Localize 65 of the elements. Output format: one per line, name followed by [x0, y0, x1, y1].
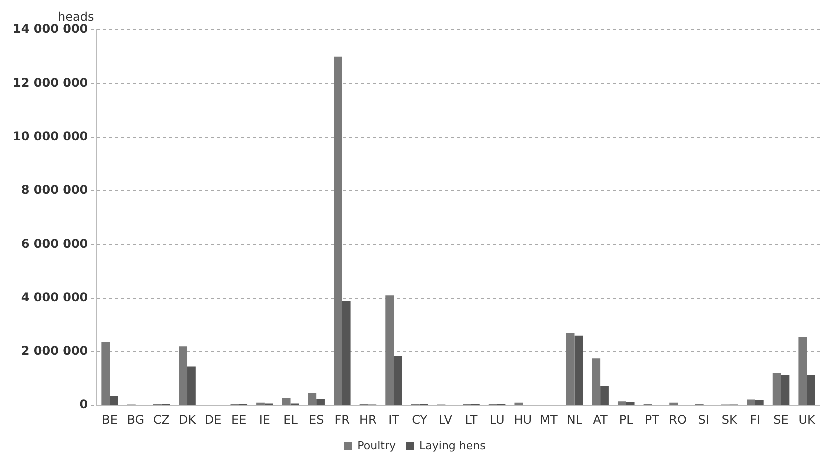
y-tick-label: 6 000 000: [21, 236, 88, 251]
legend-label: Poultry: [358, 439, 396, 452]
x-tick-label: HR: [360, 412, 377, 427]
x-tick-label: SE: [774, 412, 789, 427]
bar: [188, 366, 196, 406]
x-tick-label: LT: [465, 412, 478, 427]
x-tick-label: FR: [334, 412, 350, 427]
y-tick-label: 0: [80, 398, 88, 412]
bar: [592, 358, 601, 406]
x-tick-label: EL: [284, 412, 298, 427]
y-tick-label: 2 000 000: [21, 344, 88, 358]
x-tick-label: DE: [204, 412, 222, 427]
bar: [342, 300, 351, 406]
bar: [394, 356, 402, 406]
bar: [256, 402, 265, 406]
x-tick-label: LU: [490, 412, 505, 427]
bar: [600, 386, 609, 406]
x-tick-label: UK: [798, 412, 817, 427]
x-tick-label: IE: [259, 412, 271, 427]
bar: [798, 337, 808, 406]
y-axis-title: heads: [58, 10, 94, 24]
x-tick-label: PL: [619, 412, 634, 427]
x-tick-label: ES: [308, 412, 324, 427]
bar: [807, 376, 816, 406]
x-tick-label: SK: [722, 412, 739, 427]
bar: [316, 399, 325, 406]
bar: [574, 336, 584, 406]
x-tick-label: HU: [514, 412, 532, 427]
y-tick-label: 10 000 000: [12, 129, 88, 144]
bar: [110, 396, 118, 406]
x-tick-label: IT: [388, 412, 400, 427]
x-tick-label: PT: [644, 412, 660, 427]
x-tick-label: CY: [412, 412, 428, 427]
bar: [514, 402, 524, 406]
x-tick-label: FI: [750, 412, 761, 427]
x-tick-label: SI: [698, 412, 710, 427]
bar: [566, 333, 575, 406]
y-tick-label: 4 000 000: [21, 290, 88, 304]
x-tick-label: BG: [127, 412, 145, 427]
bar: [747, 400, 756, 406]
y-tick-label: 12 000 000: [12, 76, 88, 90]
legend-label: Laying hens: [420, 439, 486, 452]
bar: [781, 376, 790, 406]
bar: [282, 398, 291, 406]
y-tick-label: 8 000 000: [21, 183, 88, 198]
bar: [102, 342, 110, 406]
x-tick-label: MT: [540, 412, 558, 427]
bar: [772, 373, 782, 406]
x-tick-label: AT: [593, 412, 609, 427]
bar: [755, 400, 764, 406]
bar: [179, 346, 188, 406]
y-tick-label: 14 000 000: [12, 22, 88, 36]
x-tick-label: RO: [669, 412, 687, 427]
bar: [386, 296, 394, 406]
x-tick-label: CZ: [153, 412, 170, 427]
bar: [618, 402, 626, 406]
bar: [308, 394, 317, 406]
bar: [334, 56, 342, 406]
x-tick-label: NL: [566, 412, 583, 427]
x-tick-label: EE: [232, 412, 247, 427]
x-tick-label: LV: [438, 412, 454, 427]
x-tick-label: BE: [102, 412, 118, 427]
bar: [626, 402, 635, 406]
bar: [670, 402, 678, 406]
x-tick-label: DK: [178, 412, 198, 427]
